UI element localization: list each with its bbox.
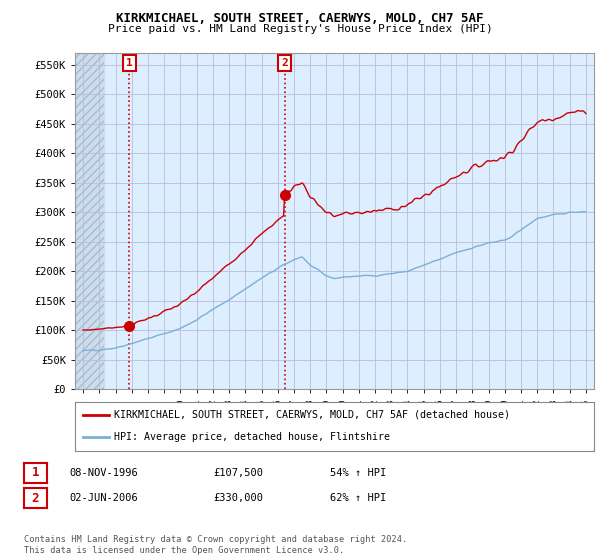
Text: KIRKMICHAEL, SOUTH STREET, CAERWYS, MOLD, CH7 5AF: KIRKMICHAEL, SOUTH STREET, CAERWYS, MOLD…	[116, 12, 484, 25]
Text: KIRKMICHAEL, SOUTH STREET, CAERWYS, MOLD, CH7 5AF (detached house): KIRKMICHAEL, SOUTH STREET, CAERWYS, MOLD…	[114, 410, 510, 420]
Text: 2: 2	[281, 58, 288, 68]
Text: 54% ↑ HPI: 54% ↑ HPI	[330, 468, 386, 478]
Text: HPI: Average price, detached house, Flintshire: HPI: Average price, detached house, Flin…	[114, 432, 390, 442]
Text: 2: 2	[32, 492, 39, 505]
Text: £107,500: £107,500	[213, 468, 263, 478]
Text: 02-JUN-2006: 02-JUN-2006	[69, 493, 138, 503]
Text: 62% ↑ HPI: 62% ↑ HPI	[330, 493, 386, 503]
Text: 1: 1	[32, 466, 39, 479]
Text: 08-NOV-1996: 08-NOV-1996	[69, 468, 138, 478]
Bar	[75, 53, 104, 389]
Text: Contains HM Land Registry data © Crown copyright and database right 2024.
This d: Contains HM Land Registry data © Crown c…	[24, 535, 407, 555]
Text: £330,000: £330,000	[213, 493, 263, 503]
Text: 1: 1	[126, 58, 133, 68]
Text: Price paid vs. HM Land Registry's House Price Index (HPI): Price paid vs. HM Land Registry's House …	[107, 24, 493, 34]
